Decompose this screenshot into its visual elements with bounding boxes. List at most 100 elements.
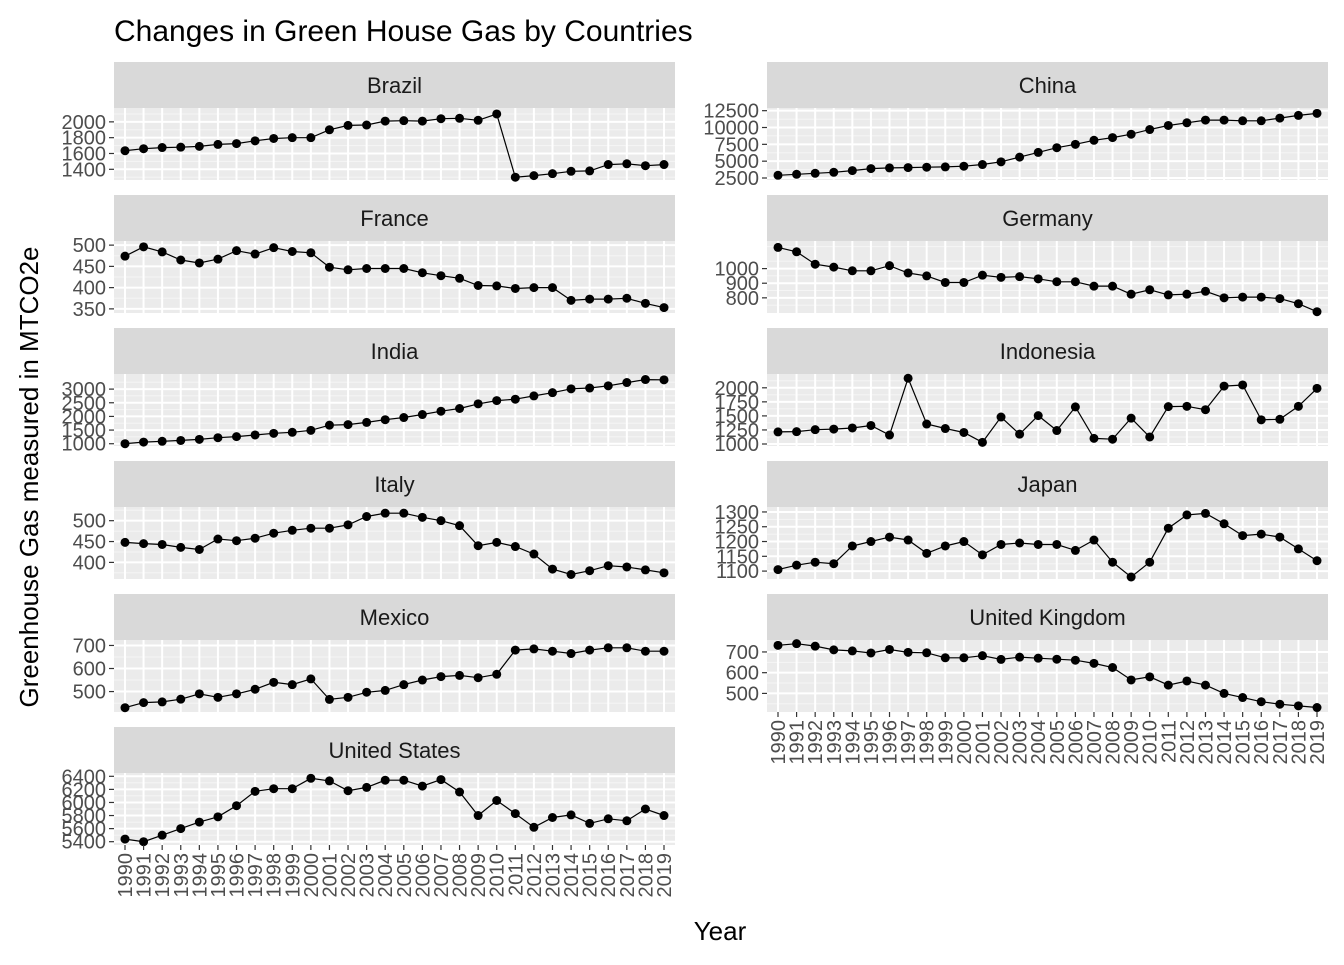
- data-point: [922, 648, 932, 658]
- data-point: [1089, 535, 1099, 545]
- data-point: [547, 646, 557, 656]
- y-tick-label: 2000: [715, 378, 760, 400]
- data-point: [306, 133, 316, 143]
- data-point: [362, 512, 372, 522]
- data-point: [585, 166, 595, 176]
- x-tick-label: 1997: [245, 853, 267, 898]
- data-point: [566, 166, 576, 176]
- data-point: [940, 653, 950, 663]
- data-point: [1182, 401, 1192, 411]
- data-point: [1145, 557, 1155, 567]
- data-point: [1108, 133, 1118, 143]
- data-point: [959, 537, 969, 547]
- x-tick-label: 1993: [171, 853, 193, 898]
- data-point: [847, 541, 857, 551]
- data-point: [1089, 433, 1099, 443]
- x-tick-label: 1990: [115, 853, 137, 898]
- data-point: [1108, 663, 1118, 672]
- data-point: [792, 560, 802, 570]
- y-tick-label: 700: [726, 642, 759, 664]
- data-point: [250, 430, 260, 440]
- data-point: [940, 162, 950, 172]
- data-point: [232, 139, 242, 149]
- data-point: [250, 786, 260, 796]
- data-point: [922, 162, 932, 172]
- data-point: [510, 542, 520, 552]
- data-point: [810, 425, 820, 435]
- data-point: [120, 834, 130, 844]
- data-point: [603, 381, 613, 391]
- x-tick-label: 1993: [824, 720, 846, 765]
- data-point: [139, 837, 149, 847]
- chart-title: Changes in Green House Gas by Countries: [114, 15, 693, 48]
- data-point: [847, 266, 857, 276]
- data-point: [1108, 281, 1118, 291]
- data-point: [232, 801, 242, 811]
- facet-label-germany: Germany: [1002, 206, 1092, 231]
- data-point: [1015, 429, 1025, 439]
- data-point: [473, 541, 483, 551]
- data-point: [547, 169, 557, 179]
- data-point: [399, 508, 409, 518]
- y-tick-label: 500: [73, 682, 106, 704]
- data-point: [176, 542, 186, 552]
- x-tick-label: 1994: [842, 720, 864, 765]
- x-tick-label: 1992: [152, 853, 174, 898]
- data-point: [1219, 519, 1229, 529]
- data-point: [1256, 415, 1266, 425]
- x-tick-label: 2001: [319, 853, 341, 898]
- data-point: [250, 684, 260, 694]
- data-point: [1089, 135, 1099, 145]
- data-point: [324, 523, 334, 533]
- data-point: [436, 114, 446, 124]
- data-point: [232, 432, 242, 442]
- data-point: [829, 167, 839, 177]
- data-point: [810, 557, 820, 567]
- y-tick-label: 5000: [715, 151, 760, 173]
- data-point: [324, 262, 334, 272]
- data-point: [287, 525, 297, 535]
- data-point: [622, 562, 632, 572]
- data-point: [1200, 680, 1210, 690]
- x-tick-label: 1991: [787, 720, 809, 765]
- y-tick-label: 600: [726, 663, 759, 685]
- y-tick-label: 1250: [715, 517, 760, 539]
- facet-strip-united-kingdom: [767, 594, 1328, 640]
- data-point: [1238, 116, 1248, 126]
- data-point: [622, 643, 632, 653]
- facet-label-japan: Japan: [1018, 472, 1078, 497]
- data-point: [866, 266, 876, 276]
- facet-strip-germany: [767, 195, 1328, 241]
- data-point: [585, 818, 595, 828]
- data-point: [287, 784, 297, 794]
- x-tick-label: 2011: [505, 853, 527, 896]
- y-tick-label: 1750: [715, 392, 760, 414]
- y-tick-label: 1000: [715, 259, 760, 281]
- x-tick-label: 1992: [805, 720, 827, 765]
- facet-strip-brazil: [114, 62, 675, 108]
- data-point: [1033, 539, 1043, 549]
- y-tick-label: 12500: [703, 101, 759, 123]
- data-point: [1070, 277, 1080, 287]
- data-point: [996, 157, 1006, 167]
- x-tick-label: 2004: [1028, 720, 1050, 765]
- data-point: [306, 248, 316, 258]
- data-point: [547, 813, 557, 822]
- data-point: [1126, 675, 1136, 685]
- data-point: [139, 144, 149, 154]
- x-tick-label: 2001: [972, 720, 994, 765]
- x-tick-label: 1999: [282, 853, 304, 898]
- data-point: [306, 523, 316, 533]
- x-tick-label: 1994: [189, 853, 211, 898]
- data-point: [1015, 272, 1025, 282]
- data-point: [977, 550, 987, 560]
- data-point: [417, 512, 427, 522]
- data-point: [1219, 381, 1229, 391]
- data-point: [324, 776, 334, 786]
- y-tick-label: 1600: [62, 143, 107, 165]
- data-point: [417, 675, 427, 685]
- data-point: [529, 283, 539, 293]
- facet-strip-italy: [114, 461, 675, 507]
- x-tick-label: 2009: [468, 853, 490, 898]
- data-point: [885, 532, 895, 542]
